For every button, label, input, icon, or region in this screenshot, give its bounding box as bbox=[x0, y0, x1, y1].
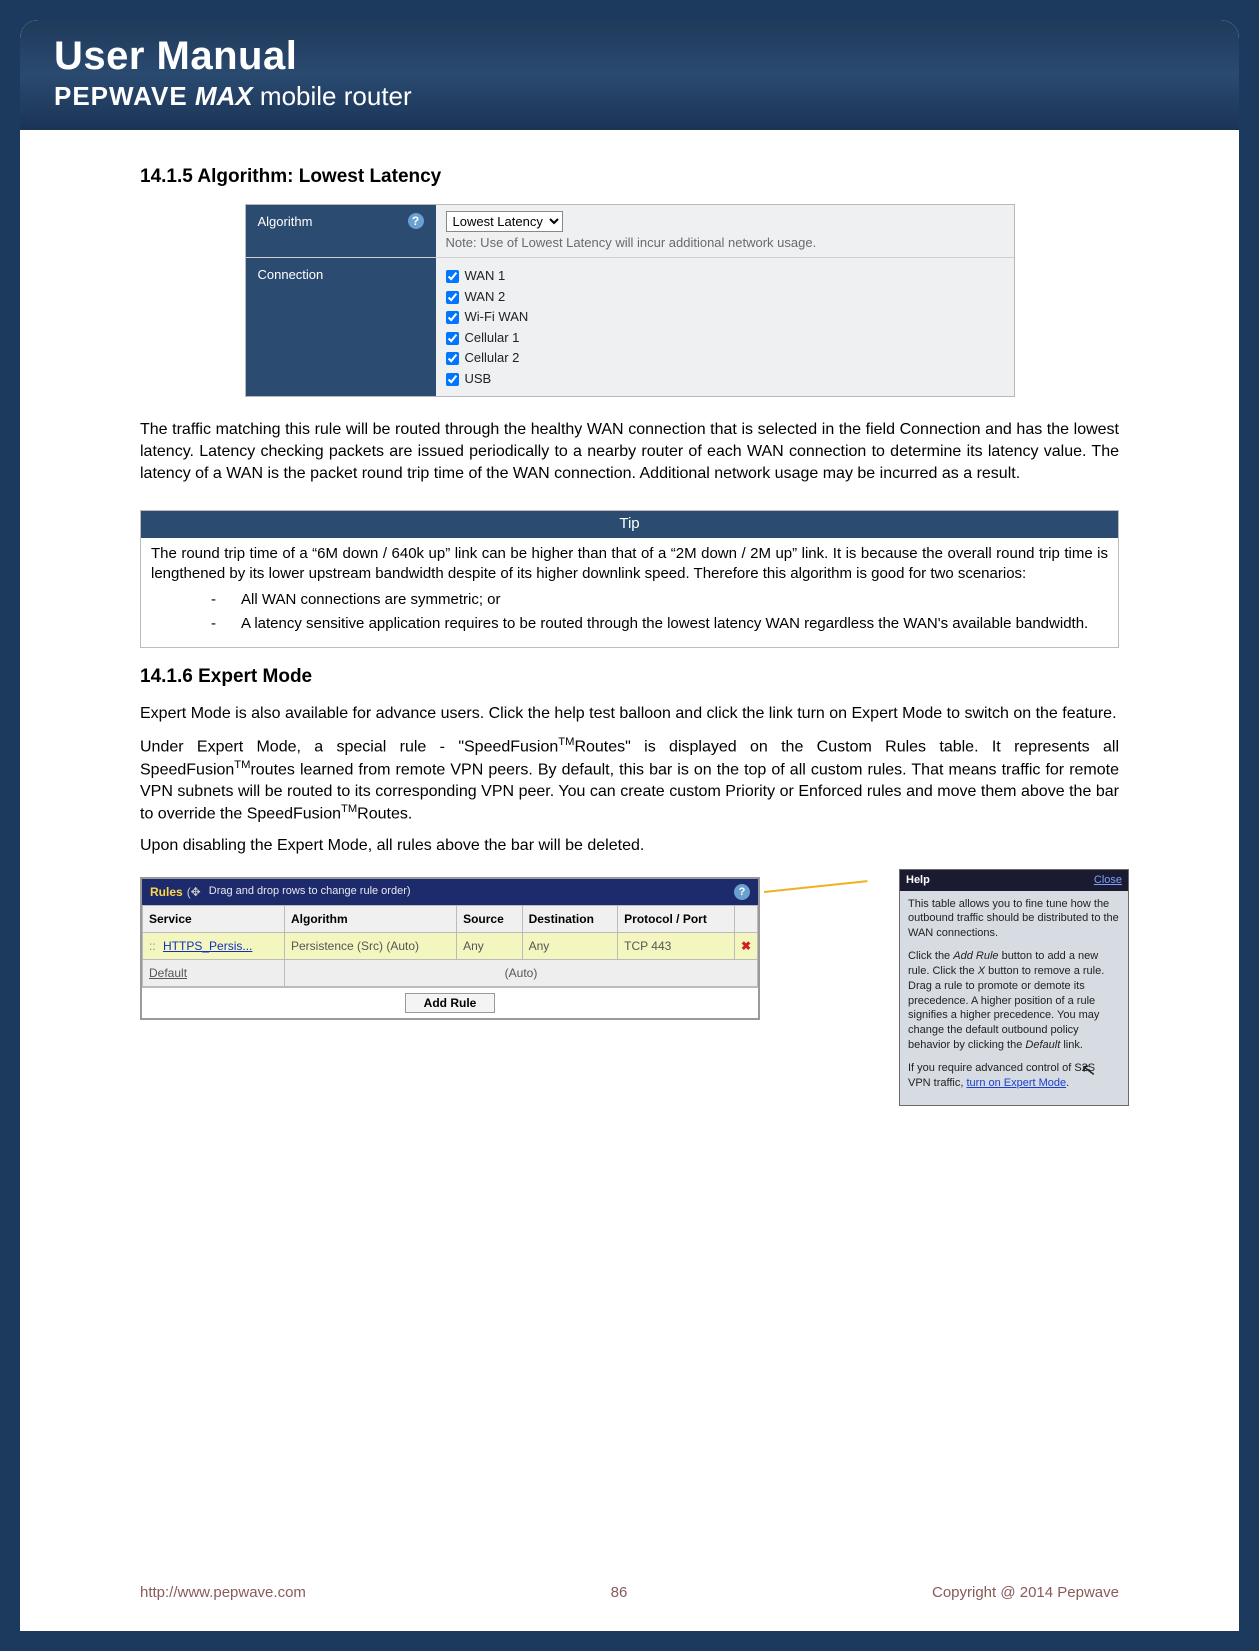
page-content: 14.1.5 Algorithm: Lowest Latency Algorit… bbox=[20, 130, 1239, 1209]
col-delete bbox=[734, 905, 757, 932]
delete-rule-button[interactable]: ✖ bbox=[734, 933, 757, 960]
banner-title: User Manual bbox=[54, 34, 1205, 79]
cursor-icon: ↖ bbox=[1079, 1057, 1097, 1083]
tm-mark: TM bbox=[341, 803, 357, 815]
expert-p1: Expert Mode is also available for advanc… bbox=[140, 703, 1119, 725]
banner-brand: PEPWAVE bbox=[54, 81, 188, 111]
algorithm-row: Algorithm ? Lowest Latency Note: Use of … bbox=[246, 205, 1014, 259]
tip-text: The round trip time of a “6M down / 640k… bbox=[151, 545, 1108, 582]
rule-algorithm: Persistence (Src) (Auto) bbox=[284, 933, 456, 960]
help-close-link[interactable]: Close bbox=[1094, 873, 1122, 888]
connection-value-cell: WAN 1 WAN 2 Wi-Fi WAN Cellular 1 Cellula… bbox=[436, 258, 1014, 396]
connection-checkbox[interactable]: Cellular 2 bbox=[446, 349, 1004, 367]
banner-suffix: mobile router bbox=[260, 81, 412, 111]
tip-box: Tip The round trip time of a “6M down / … bbox=[140, 510, 1119, 647]
tip-bullet: All WAN connections are symmetric; or bbox=[211, 590, 1108, 610]
default-auto: (Auto) bbox=[284, 960, 757, 987]
usb-checkbox[interactable] bbox=[446, 373, 459, 386]
footer-url: http://www.pepwave.com bbox=[140, 1584, 306, 1601]
connection-checkbox[interactable]: USB bbox=[446, 370, 1004, 388]
page-footer: http://www.pepwave.com 86 Copyright @ 20… bbox=[20, 1584, 1239, 1601]
default-service: Default bbox=[143, 960, 285, 987]
connection-checkbox[interactable]: WAN 1 bbox=[446, 267, 1004, 285]
col-algorithm: Algorithm bbox=[284, 905, 456, 932]
help-p1: This table allows you to fine tune how t… bbox=[908, 897, 1120, 942]
tip-title: Tip bbox=[141, 511, 1118, 537]
algorithm-note: Note: Use of Lowest Latency will incur a… bbox=[446, 234, 1004, 252]
rules-title-label: Rules bbox=[150, 884, 183, 900]
connection-checkbox[interactable]: Cellular 1 bbox=[446, 329, 1004, 347]
connection-label: Connection bbox=[258, 266, 324, 284]
rule-source: Any bbox=[457, 933, 523, 960]
banner-bold: MAX bbox=[195, 81, 253, 111]
wan2-checkbox[interactable] bbox=[446, 291, 459, 304]
page-banner: User Manual PEPWAVE MAX mobile router bbox=[20, 20, 1239, 130]
tip-list: All WAN connections are symmetric; or A … bbox=[211, 590, 1108, 635]
rule-row[interactable]: :: HTTPS_Persis... Persistence (Src) (Au… bbox=[143, 933, 758, 960]
footer-page-number: 86 bbox=[611, 1584, 628, 1601]
expert-screenshot-area: Rules (✥ Drag and drop rows to change ru… bbox=[140, 869, 1119, 1129]
algorithm-value-cell: Lowest Latency Note: Use of Lowest Laten… bbox=[436, 205, 1014, 258]
algorithm-config-panel: Algorithm ? Lowest Latency Note: Use of … bbox=[245, 204, 1015, 398]
rule-destination: Any bbox=[522, 933, 618, 960]
rule-service-link[interactable]: HTTPS_Persis... bbox=[163, 939, 252, 953]
connection-checkbox[interactable]: Wi-Fi WAN bbox=[446, 308, 1004, 326]
help-header: Help Close bbox=[900, 870, 1128, 891]
connection-row: Connection WAN 1 WAN 2 Wi-Fi WAN Cellula… bbox=[246, 258, 1014, 396]
help-icon[interactable]: ? bbox=[408, 213, 424, 229]
add-rule-button[interactable]: Add Rule bbox=[405, 993, 496, 1013]
help-tooltip: Help Close This table allows you to fine… bbox=[899, 869, 1129, 1106]
document-page: User Manual PEPWAVE MAX mobile router 14… bbox=[20, 20, 1239, 1631]
tm-mark: TM bbox=[558, 736, 574, 748]
rules-header-row: Service Algorithm Source Destination Pro… bbox=[143, 905, 758, 932]
drag-icon: (✥ bbox=[187, 884, 201, 900]
cell1-checkbox[interactable] bbox=[446, 332, 459, 345]
help-p2: Click the Add Rule button to add a new r… bbox=[908, 949, 1120, 1053]
help-title: Help bbox=[906, 873, 930, 888]
connection-label-cell: Connection bbox=[246, 258, 436, 396]
tm-mark: TM bbox=[234, 759, 250, 771]
algorithm-select[interactable]: Lowest Latency bbox=[446, 211, 563, 232]
section-heading-expert: 14.1.6 Expert Mode bbox=[140, 664, 1119, 690]
col-service: Service bbox=[143, 905, 285, 932]
default-rule-row[interactable]: Default (Auto) bbox=[143, 960, 758, 987]
help-icon[interactable]: ? bbox=[734, 884, 750, 900]
callout-line bbox=[764, 880, 868, 893]
footer-copyright: Copyright @ 2014 Pepwave bbox=[932, 1584, 1119, 1601]
rules-title-hint: Drag and drop rows to change rule order) bbox=[209, 884, 734, 899]
wan1-checkbox[interactable] bbox=[446, 270, 459, 283]
cell2-checkbox[interactable] bbox=[446, 352, 459, 365]
col-protocol: Protocol / Port bbox=[618, 905, 735, 932]
default-link[interactable]: Default bbox=[149, 966, 187, 980]
expert-p3: Upon disabling the Expert Mode, all rule… bbox=[140, 835, 1119, 857]
drag-handle-icon[interactable]: :: bbox=[149, 939, 156, 953]
banner-subtitle: PEPWAVE MAX mobile router bbox=[54, 81, 1205, 112]
tip-bullet: A latency sensitive application requires… bbox=[211, 614, 1108, 634]
col-source: Source bbox=[457, 905, 523, 932]
algorithm-label: Algorithm bbox=[258, 213, 313, 231]
col-destination: Destination bbox=[522, 905, 618, 932]
rules-table: Service Algorithm Source Destination Pro… bbox=[142, 905, 758, 988]
add-rule-row: Add Rule bbox=[142, 987, 758, 1018]
expert-mode-link[interactable]: turn on Expert Mode bbox=[966, 1077, 1066, 1089]
rule-protocol: TCP 443 bbox=[618, 933, 735, 960]
section1-body: The traffic matching this rule will be r… bbox=[140, 419, 1119, 484]
rules-title-bar: Rules (✥ Drag and drop rows to change ru… bbox=[142, 879, 758, 905]
rules-panel: Rules (✥ Drag and drop rows to change ru… bbox=[140, 877, 760, 1021]
wifiwan-checkbox[interactable] bbox=[446, 311, 459, 324]
rule-service: :: HTTPS_Persis... bbox=[143, 933, 285, 960]
tip-body: The round trip time of a “6M down / 640k… bbox=[141, 538, 1118, 647]
algorithm-label-cell: Algorithm ? bbox=[246, 205, 436, 258]
connection-checkbox[interactable]: WAN 2 bbox=[446, 288, 1004, 306]
expert-p2: Under Expert Mode, a special rule - "Spe… bbox=[140, 735, 1119, 825]
section-heading-algorithm: 14.1.5 Algorithm: Lowest Latency bbox=[140, 164, 1119, 190]
